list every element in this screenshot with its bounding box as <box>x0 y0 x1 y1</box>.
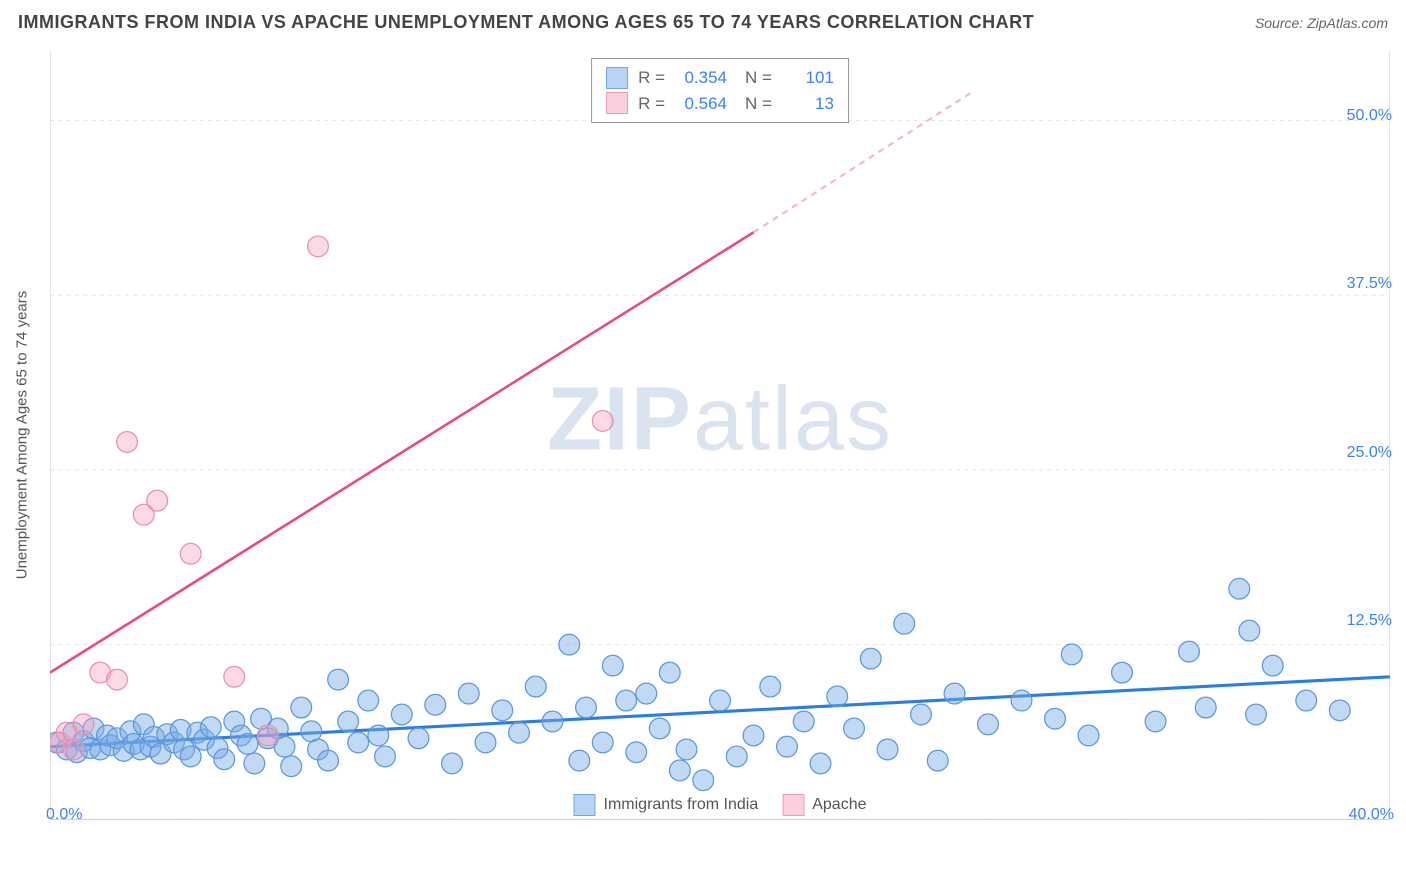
legend-stats-row-1: R = 0.354 N = 101 <box>606 65 834 91</box>
legend-stats: R = 0.354 N = 101 R = 0.564 N = 13 <box>591 58 849 123</box>
y-tick-label: 37.5% <box>1347 275 1392 293</box>
y-tick-label: 12.5% <box>1347 612 1392 630</box>
legend-swatch-pink <box>606 92 628 114</box>
legend-item-immigrants: Immigrants from India <box>574 794 759 816</box>
legend-series: Immigrants from India Apache <box>574 794 867 816</box>
y-tick-label: 50.0% <box>1347 107 1392 125</box>
y-tick-label: 25.0% <box>1347 444 1392 462</box>
source-label: Source: ZipAtlas.com <box>1255 15 1388 31</box>
legend-swatch-blue <box>606 67 628 89</box>
legend-swatch-blue-2 <box>574 794 596 816</box>
legend-stats-row-2: R = 0.564 N = 13 <box>606 91 834 117</box>
legend-swatch-pink-2 <box>782 794 804 816</box>
x-axis-end-label: 40.0% <box>1349 806 1394 824</box>
scatter-plot <box>50 50 1390 820</box>
chart-title: IMMIGRANTS FROM INDIA VS APACHE UNEMPLOY… <box>18 12 1034 33</box>
chart-area: Unemployment Among Ages 65 to 74 years Z… <box>50 50 1390 820</box>
y-axis-label: Unemployment Among Ages 65 to 74 years <box>14 291 31 580</box>
legend-item-apache: Apache <box>782 794 866 816</box>
x-axis-start-label: 0.0% <box>46 806 82 824</box>
